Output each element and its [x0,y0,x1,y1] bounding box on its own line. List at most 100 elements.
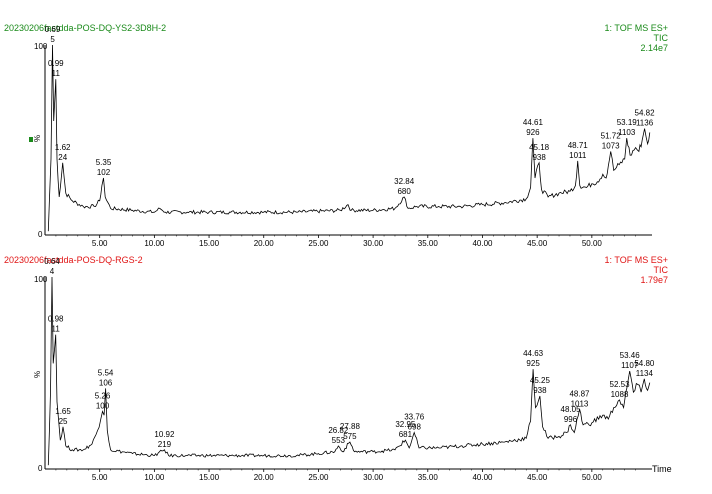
peak-time-label: 0.69 [45,25,61,34]
x-tick-label: 40.00 [472,239,493,248]
peak-scan-label: 5 [50,35,55,44]
x-ticks-bottom [55,469,636,472]
peak-scan-label: 100 [96,401,110,410]
peak-scan-label: 11 [52,69,61,78]
peak-scan-label: 1013 [571,399,589,408]
peak-time-label: 48.71 [568,141,589,150]
peak-scan-label: 1011 [569,151,587,160]
peak-time-label: 0.98 [48,315,64,324]
function-label-bottom: 1: TOF MS ES+ [605,255,668,265]
tic-trace-top [47,44,651,232]
peak-time-label: 48.05 [561,405,582,414]
peak-scan-label: 1136 [636,119,654,128]
peak-time-label: 27.88 [340,422,361,431]
peak-scan-label: 698 [408,423,422,432]
x-tick-label: 25.00 [308,473,329,482]
peak-scan-label: 938 [533,386,547,395]
y-bottom-label-top: 0 [38,230,43,239]
x-tick-label: 5.00 [92,473,108,482]
x-tick-label: 35.00 [418,473,439,482]
x-ticks-top [55,235,636,238]
peak-time-label: 48.87 [569,389,590,398]
sample-name-top: 20230206fastdda-POS-DQ-YS2-3D8H-2 [4,23,166,33]
peak-time-label: 45.25 [530,376,551,385]
sample-name-bottom: 20230206fastdda-POS-DQ-RGS-2 [4,255,143,265]
peak-scan-label: 938 [532,153,546,162]
peak-time-label: 51.72 [601,131,622,140]
x-tick-labels-bottom: 5.00 10.00 15.00 20.00 25.00 30.00 35.00 40.00 4… [92,473,603,482]
peak-time-label: 53.46 [620,351,641,360]
peak-time-label: 32.95 [395,420,416,429]
peak-time-label: 54.82 [635,109,656,118]
peak-time-label: 45.18 [529,143,550,152]
peak-time-label: 5.54 [98,368,114,377]
peak-time-label: 5.35 [96,158,112,167]
intensity-label-top: 2.14e7 [640,43,668,53]
peak-time-label: 54.80 [634,359,655,368]
peak-time-label: 0.99 [48,59,64,68]
y-unit-bottom: % [33,371,42,378]
peak-scan-label: 1103 [618,128,636,137]
x-tick-label: 25.00 [308,239,329,248]
legend-marker-top [29,137,33,142]
peak-time-label: 44.63 [523,349,544,358]
x-tick-label: 40.00 [472,473,493,482]
y-bottom-label-bottom: 0 [38,464,43,473]
peak-scan-label: 681 [399,430,413,439]
peak-scan-label: 25 [59,417,68,426]
peak-time-label: 52.53 [610,380,631,389]
x-tick-label: 10.00 [144,473,165,482]
peak-time-label: 53.19 [617,118,638,127]
x-tick-label: 50.00 [582,239,603,248]
y-top-label-top: 100 [34,42,48,51]
peak-scan-label: 219 [158,440,172,449]
x-tick-label: 20.00 [254,239,275,248]
peak-time-label: 1.62 [55,143,71,152]
x-tick-label: 45.00 [527,473,548,482]
peak-scan-label: 926 [526,128,540,137]
peak-time-label: 0.64 [44,257,60,266]
chromatogram-panel-bottom: 20230206fastdda-POS-DQ-RGS-2 1: TOF MS E… [4,255,672,482]
peak-time-label: 1.65 [55,407,71,416]
peak-scan-label: 1088 [611,390,629,399]
peak-time-label: 32.84 [394,177,415,186]
peak-scan-label: 553 [332,436,346,445]
peak-time-label: 10.92 [154,430,175,439]
peak-scan-label: 102 [97,168,111,177]
peak-scan-label: 575 [343,432,357,441]
peak-scan-label: 680 [397,187,411,196]
x-tick-label: 5.00 [92,239,108,248]
x-tick-labels-top: 5.00 10.00 15.00 20.00 25.00 30.00 35.00 40.00 4… [92,239,603,248]
peak-scan-label: 1107 [621,361,639,370]
peak-scan-label: 106 [99,378,113,387]
intensity-label-bottom: 1.79e7 [640,275,668,285]
x-tick-label: 10.00 [144,239,165,248]
x-tick-label: 30.00 [363,473,384,482]
y-top-label-bottom: 100 [34,275,48,284]
peak-scan-label: 1073 [602,141,620,150]
peak-scan-label: 1134 [636,369,654,378]
x-tick-label: 45.00 [527,239,548,248]
mode-label-bottom: TIC [654,265,669,275]
peak-scan-label: 4 [50,267,55,276]
peak-scan-label: 925 [526,359,540,368]
chromatogram-panel-top: 20230206fastdda-POS-DQ-YS2-3D8H-2 1: TOF… [4,23,668,248]
x-tick-label: 15.00 [199,473,220,482]
peak-scan-label: 11 [52,325,61,334]
x-axis-label: Time [652,464,672,474]
function-label-top: 1: TOF MS ES+ [605,23,668,33]
x-tick-label: 35.00 [418,239,439,248]
peak-time-label: 33.76 [404,413,425,422]
x-tick-label: 50.00 [582,473,603,482]
tic-trace-bottom [47,276,651,466]
mode-label-top: TIC [654,33,669,43]
x-tick-label: 30.00 [363,239,384,248]
peak-scan-label: 24 [58,153,67,162]
y-unit-top: % [33,135,42,142]
x-tick-label: 20.00 [254,473,275,482]
x-tick-label: 15.00 [199,239,220,248]
peak-scan-label: 996 [564,415,578,424]
